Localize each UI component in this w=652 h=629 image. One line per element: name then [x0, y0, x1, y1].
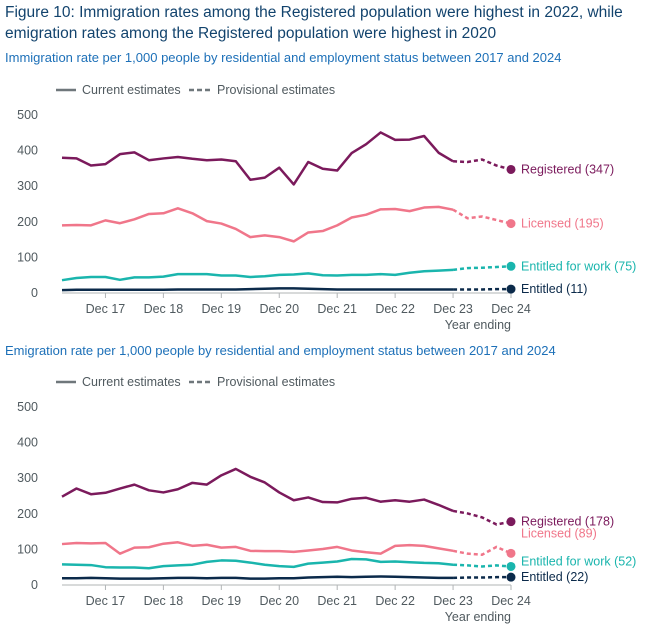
x-axis-title: Year ending	[445, 610, 511, 624]
series-licensed: Licensed (89)	[61, 526, 597, 558]
x-axis: Dec 17 Dec 18 Dec 19 Dec 20 Dec 21 Dec 22 Dec …	[86, 293, 531, 332]
immigration-chart-title: Immigration rate per 1,000 people by res…	[5, 50, 562, 65]
end-label-registered: Registered (347)	[521, 162, 614, 176]
end-point-licensed	[506, 219, 516, 229]
line-provisional-registered	[453, 158, 512, 171]
x-tick-label: Dec 19	[202, 302, 242, 316]
series-registered: Registered (178)	[61, 467, 614, 529]
end-point-entitled-for-work	[506, 561, 516, 571]
x-tick-label: Dec 24	[491, 594, 531, 608]
y-tick-label: 200	[17, 215, 38, 229]
end-point-registered	[506, 164, 516, 174]
line-current-licensed	[61, 205, 454, 243]
y-tick-label: 500	[17, 108, 38, 122]
x-tick-label: Dec 19	[202, 594, 242, 608]
y-tick-label: 100	[17, 542, 38, 556]
line-current-entitled	[62, 575, 454, 580]
line-provisional-registered	[452, 509, 512, 526]
end-label-entitled-for-work: Entitled for work (75)	[521, 259, 636, 273]
line-current-licensed	[61, 541, 454, 555]
y-tick-label: 300	[17, 179, 38, 193]
x-tick-label: Dec 23	[433, 594, 473, 608]
x-tick-label: Dec 18	[144, 302, 184, 316]
series-entitled: Entitled (11)	[61, 282, 587, 296]
x-tick-label: Dec 18	[144, 594, 184, 608]
line-current-entitled-for-work	[61, 557, 454, 570]
end-point-registered	[506, 517, 516, 527]
end-label-licensed: Licensed (89)	[521, 526, 597, 540]
end-label-registered: Registered (178)	[521, 515, 614, 529]
x-tick-label: Dec 23	[433, 302, 473, 316]
line-provisional-entitled-for-work	[452, 265, 512, 272]
y-tick-label: 400	[17, 144, 38, 158]
end-point-entitled-for-work	[506, 261, 516, 271]
legend-current-label: Current estimates	[82, 375, 181, 389]
line-current-entitled-for-work	[61, 268, 454, 282]
x-tick-label: Dec 20	[259, 594, 299, 608]
line-provisional-licensed	[452, 545, 512, 556]
series-licensed: Licensed (195)	[61, 205, 604, 243]
legend-provisional-label: Provisional estimates	[217, 83, 335, 97]
end-point-entitled	[506, 284, 516, 294]
y-tick-label: 200	[17, 507, 38, 521]
series-registered: Registered (347)	[61, 131, 614, 186]
end-label-entitled-for-work: Entitled for work (52)	[521, 554, 636, 568]
end-label-licensed: Licensed (195)	[521, 217, 604, 231]
y-tick-label: 500	[17, 400, 38, 414]
x-axis-title: Year ending	[445, 318, 511, 332]
series-entitled-for-work: Entitled for work (75)	[61, 259, 636, 282]
y-tick-label: 0	[31, 578, 38, 592]
line-current-entitled	[61, 287, 454, 292]
end-point-entitled	[506, 572, 516, 582]
line-provisional-licensed	[452, 208, 512, 225]
y-tick-label: 300	[17, 471, 38, 485]
x-tick-label: Dec 17	[86, 594, 126, 608]
legend-provisional-label: Provisional estimates	[217, 375, 335, 389]
x-tick-label: Dec 22	[375, 594, 415, 608]
immigration-line-chart: Current estimates Provisional estimates 0 1…	[17, 83, 636, 332]
x-tick-label: Dec 24	[491, 302, 531, 316]
y-axis: 0 100 200 300 400 500	[17, 400, 38, 592]
emigration-line-chart: Current estimates Provisional estimates 0 1…	[17, 375, 636, 624]
x-tick-label: Dec 21	[317, 302, 357, 316]
x-tick-label: Dec 20	[259, 302, 299, 316]
chart-legend: Current estimates Provisional estimates	[56, 375, 335, 389]
y-axis: 0 100 200 300 400 500	[17, 108, 38, 300]
figure-title: Figure 10: Immigration rates among the R…	[5, 4, 623, 42]
y-tick-label: 100	[17, 250, 38, 264]
series-entitled-for-work: Entitled for work (52)	[61, 554, 636, 571]
line-current-registered	[61, 467, 454, 513]
y-tick-label: 0	[31, 286, 38, 300]
chart-legend: Current estimates Provisional estimates	[56, 83, 335, 97]
emigration-chart-title: Emigration rate per 1,000 people by resi…	[5, 343, 556, 358]
line-current-registered	[61, 131, 454, 186]
x-tick-label: Dec 21	[317, 594, 357, 608]
line-provisional-entitled	[453, 575, 511, 580]
end-label-entitled: Entitled (11)	[521, 282, 587, 296]
y-tick-label: 400	[17, 436, 38, 450]
x-axis: Dec 17 Dec 18 Dec 19 Dec 20 Dec 21 Dec 22 Dec …	[86, 585, 531, 624]
end-point-licensed	[506, 548, 516, 558]
x-tick-label: Dec 17	[86, 302, 126, 316]
line-provisional-entitled-for-work	[453, 563, 512, 568]
end-label-entitled: Entitled (22)	[521, 570, 588, 584]
series-entitled: Entitled (22)	[62, 570, 588, 584]
legend-current-label: Current estimates	[82, 83, 181, 97]
x-tick-label: Dec 22	[375, 302, 415, 316]
